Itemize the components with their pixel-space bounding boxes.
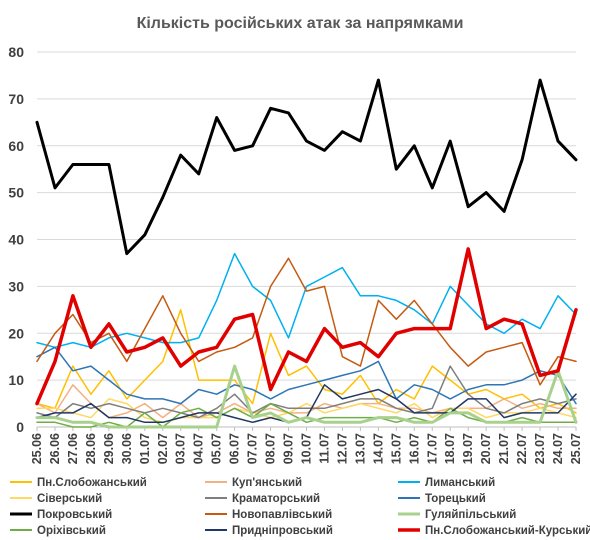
x-tick-label: 07.07 [246,433,260,464]
x-tick-label: 04.07 [192,433,206,464]
x-tick-label: 30.06 [120,433,134,464]
series-line-4 [36,398,577,424]
y-tick-label: 30 [8,278,24,294]
x-tick-label: 26.06 [48,433,62,464]
x-tick-label: 28.06 [84,433,98,464]
x-tick-label: 05.07 [210,433,224,464]
axes: 0 10 20 30 40 50 60 70 80 25.06 26.06 27.06 28.06 29.… [8,44,583,464]
chart-title: Кількість російських атак за напрямками [137,15,464,32]
x-tick-label: 25.06 [30,433,44,464]
series-line-5 [36,365,577,419]
x-tick-label: 17.07 [425,433,439,464]
x-tick-label: 08.07 [264,433,278,464]
x-tick-label: 06.07 [228,433,242,464]
x-tick-label: 23.07 [533,433,547,464]
legend-label: Пн.Слобожанський-Курський [425,525,590,537]
x-tick-label: 14.07 [371,433,385,464]
series-line-6 [36,346,577,405]
legend-label: Придніпровський [232,525,333,537]
y-tick-label: 10 [8,372,24,388]
y-tick-label: 50 [8,185,24,201]
x-tick-label: 03.07 [174,433,188,464]
x-tick-label: 11.07 [317,433,331,464]
x-tick-label: 20.07 [479,433,493,464]
x-tick-label: 10.07 [300,433,314,464]
x-tick-label: 27.06 [66,433,80,464]
y-tick-label: 20 [8,325,24,341]
x-tick-label: 25.07 [569,433,583,464]
legend: Пн.Слобожанський Куп'янський Лиманський Сів… [10,477,590,537]
x-tick-label: 21.07 [497,433,511,464]
y-tick-label: 40 [8,232,24,248]
series-line-7 [35,78,578,256]
x-tick-label: 24.07 [551,433,565,464]
x-tick-label: 01.07 [138,433,152,464]
y-tick-label: 0 [16,419,24,435]
y-tick-label: 60 [8,138,24,154]
x-tick-label: 22.07 [515,433,529,464]
x-tick-label: 09.07 [282,433,296,464]
x-tick-label: 16.07 [407,433,421,464]
y-tick-label: 70 [8,91,24,107]
legend-label: Пн.Слобожанський [37,477,147,489]
x-tick-label: 12.07 [335,433,349,464]
x-tick-label: 19.07 [461,433,475,464]
legend-label: Оріхівський [37,525,106,537]
series-line-8 [36,257,577,386]
legend-label: Торецький [425,493,486,505]
series-line-12 [35,247,578,406]
y-tick-label: 80 [8,44,24,60]
series-line-9 [35,364,578,429]
gridlines [37,51,576,428]
x-tick-label: 18.07 [443,433,457,464]
legend-label: Лиманський [425,477,495,489]
legend-label: Гуляйпільський [425,509,516,521]
legend-label: Сіверський [37,493,102,505]
legend-label: Краматорський [232,493,320,505]
legend-label: Новопавлівський [232,509,332,521]
legend-label: Куп'янський [232,477,302,489]
x-tick-label: 02.07 [156,433,170,464]
x-tick-label: 29.06 [102,433,116,464]
series-line-1 [36,309,577,414]
series-lines [35,78,578,429]
x-tick-label: 13.07 [353,433,367,464]
legend-label: Покровський [37,509,112,521]
x-tick-label: 15.07 [389,433,403,464]
